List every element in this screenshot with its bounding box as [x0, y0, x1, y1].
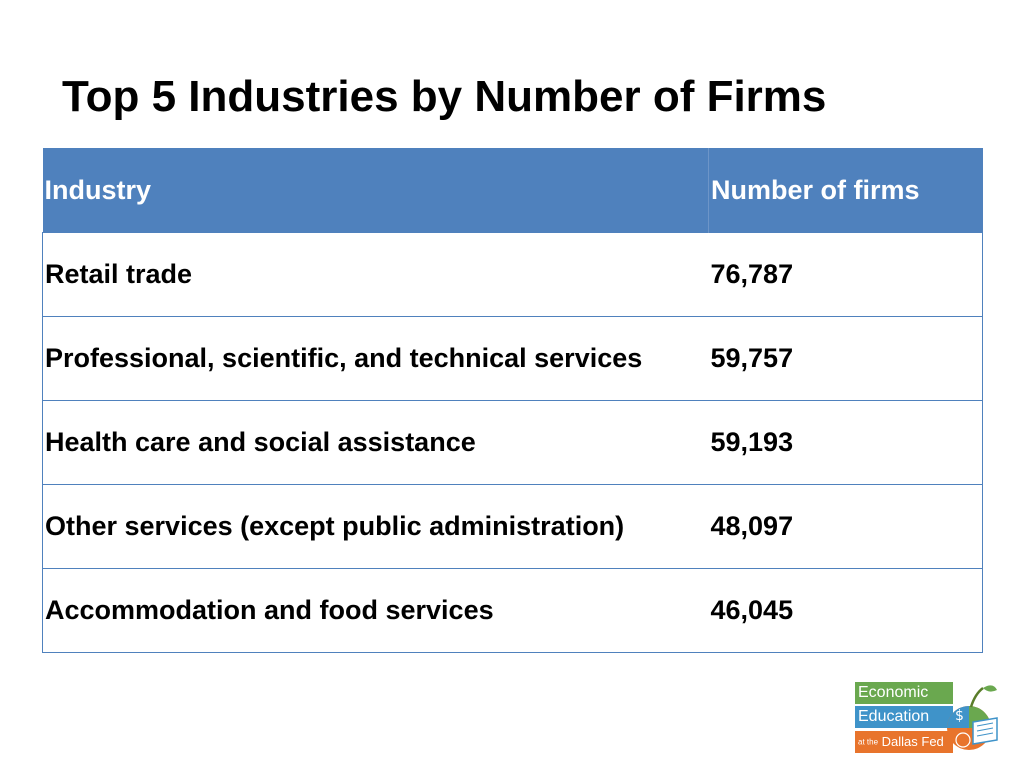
table-row: Accommodation and food services 46,045: [42, 568, 983, 653]
table-row: Health care and social assistance 59,193: [42, 400, 983, 485]
industry-cell: Health care and social assistance: [42, 400, 709, 485]
firms-count-cell: 76,787: [708, 232, 983, 317]
header-industry: Industry: [42, 148, 709, 233]
industry-cell: Professional, scientific, and technical …: [42, 316, 709, 401]
industry-cell: Other services (except public administra…: [42, 484, 709, 569]
slide-title: Top 5 Industries by Number of Firms: [62, 72, 827, 121]
industry-cell: Retail trade: [42, 232, 709, 317]
logo-line-dallas-fed: at the Dallas Fed: [855, 731, 953, 753]
industry-cell: Accommodation and food services: [42, 568, 709, 653]
svg-text:$: $: [955, 708, 964, 724]
table-row: Other services (except public administra…: [42, 484, 983, 569]
logo-line-economic: Economic: [855, 682, 953, 704]
logo-line-education: Education: [855, 706, 953, 728]
table-row: Professional, scientific, and technical …: [42, 316, 983, 401]
firms-count-cell: 46,045: [708, 568, 983, 653]
apple-book-icon: $: [947, 685, 998, 750]
industries-table: Industry Number of firms Retail trade 76…: [42, 148, 983, 653]
table-row: Retail trade 76,787: [42, 232, 983, 317]
firms-count-cell: 48,097: [708, 484, 983, 569]
header-number-of-firms: Number of firms: [708, 148, 983, 233]
logo-at-the-text: at the: [858, 737, 879, 747]
table-header-row: Industry Number of firms: [42, 148, 983, 233]
firms-count-cell: 59,757: [708, 316, 983, 401]
logo-dallas-fed-text: Dallas Fed: [881, 734, 944, 749]
firms-count-cell: 59,193: [708, 400, 983, 485]
industries-table-container: Industry Number of firms Retail trade 76…: [42, 148, 983, 653]
economic-education-logo: Economic Education at the Dallas Fed $: [855, 680, 1000, 756]
